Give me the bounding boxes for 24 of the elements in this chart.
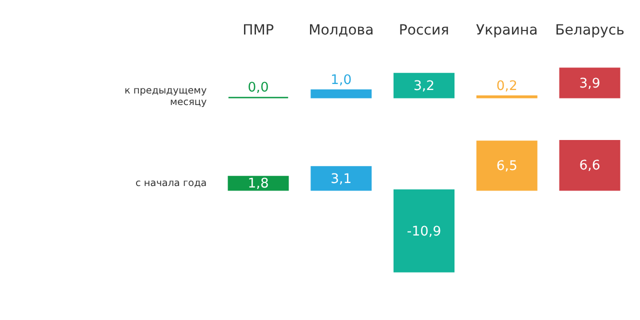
x-tick-label: Россия	[398, 22, 450, 38]
data-label: 6,6	[579, 158, 600, 174]
bar	[310, 89, 372, 98]
data-label: 1,8	[248, 176, 269, 192]
bar	[394, 72, 455, 98]
x-tick-label: ПМР	[242, 22, 274, 38]
data-label: 3,2	[414, 78, 435, 94]
x-tick-label: Украина	[476, 22, 538, 38]
data-label: -10,9	[406, 224, 442, 240]
data-label: 3,1	[330, 172, 352, 187]
x-tick-label: Беларусь	[555, 22, 624, 38]
data-label: 0,0	[248, 80, 269, 96]
y-axis-title: к предыдущему месяцу	[124, 86, 207, 108]
bar	[559, 68, 620, 98]
data-label: 1,0	[330, 72, 352, 88]
y-axis-title: с начала года	[136, 178, 207, 190]
bar	[559, 140, 620, 191]
bar	[310, 166, 372, 191]
data-label: 6,5	[496, 159, 518, 174]
bar	[394, 189, 455, 272]
data-label: 3,9	[579, 76, 600, 92]
data-label: 0,2	[496, 78, 518, 94]
x-tick-label: Молдова	[308, 22, 374, 38]
bar	[476, 140, 538, 191]
